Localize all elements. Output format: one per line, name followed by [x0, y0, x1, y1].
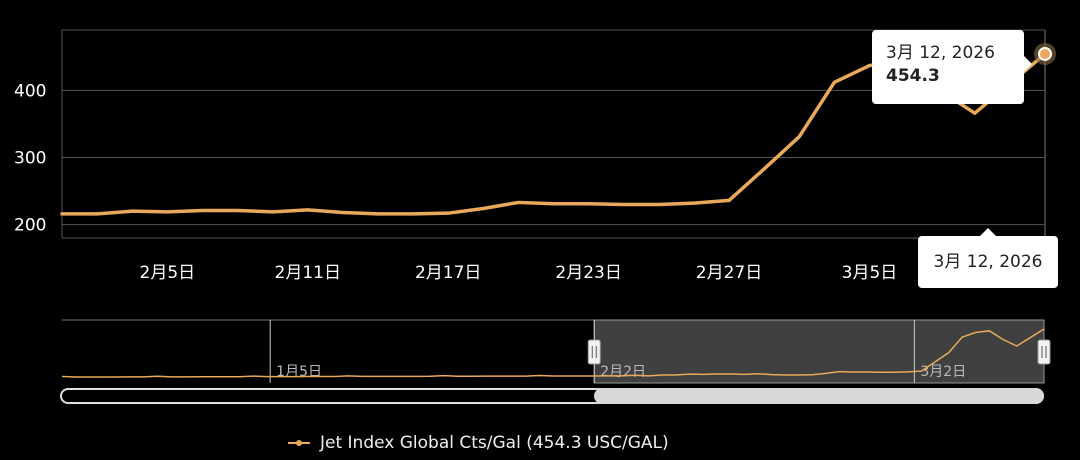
- handle-body: [587, 339, 601, 365]
- crosshair-x-label: 3月 12, 2026: [918, 228, 1058, 288]
- x-tick-label: 2月17日: [415, 263, 481, 283]
- x-axis-ticks: 2月5日 2月11日 2月17日 2月23日 2月27日 3月5日: [140, 263, 898, 283]
- y-tick-label: 400: [14, 81, 46, 101]
- x-tick-label: 2月23日: [555, 263, 621, 283]
- data-point: [411, 212, 415, 216]
- data-point: [446, 211, 450, 215]
- data-point: [552, 202, 555, 206]
- data-point: [376, 212, 380, 216]
- legend-item[interactable]: Jet Index Global Cts/Gal (454.3 USC/GAL): [288, 430, 669, 456]
- data-point: [341, 211, 345, 215]
- data-point: [271, 210, 275, 214]
- data-point: [797, 135, 801, 139]
- data-point: [165, 210, 169, 214]
- data-point: [236, 208, 240, 212]
- data-point: [762, 167, 766, 171]
- navigator-label: 2月2日: [600, 364, 646, 380]
- data-point: [95, 212, 99, 216]
- scrollbar-thumb[interactable]: [594, 388, 1044, 404]
- data-point: [200, 208, 204, 212]
- data-tooltip: 3月 12, 2026 454.3: [872, 30, 1032, 104]
- data-point: [587, 202, 591, 206]
- legend-line-icon: [288, 437, 310, 449]
- data-point: [60, 212, 64, 216]
- data-point: [832, 80, 836, 84]
- navigator-left-handle[interactable]: [587, 339, 601, 365]
- navigator-series: [61, 328, 1045, 378]
- data-point: [692, 201, 696, 205]
- data-point: [973, 111, 977, 115]
- y-axis-ticks: 200 300 400: [14, 81, 46, 235]
- data-point: [306, 208, 310, 212]
- tooltip-value: 454.3: [886, 66, 940, 86]
- data-point: [481, 206, 485, 210]
- y-tick-label: 200: [14, 216, 46, 236]
- x-tick-label: 2月27日: [696, 263, 762, 283]
- navigator-right-handle[interactable]: [1037, 339, 1051, 365]
- navigator-label: 3月2日: [920, 364, 966, 380]
- navigator-label: 1月5日: [276, 364, 322, 380]
- navigator[interactable]: 1月5日 2月2日 3月2日: [61, 319, 1051, 384]
- y-tick-label: 300: [14, 148, 46, 168]
- data-point: [867, 64, 871, 68]
- tooltip-date: 3月 12, 2026: [886, 43, 995, 63]
- x-tick-label: 2月11日: [275, 263, 341, 283]
- x-tick-label: 2月5日: [140, 263, 196, 283]
- data-point: [516, 200, 520, 204]
- hover-point: [1038, 46, 1052, 61]
- data-point: [727, 198, 731, 202]
- navigator-selection: [593, 319, 1045, 384]
- handle-body: [1037, 339, 1051, 365]
- legend-label: Jet Index Global Cts/Gal (454.3 USC/GAL): [320, 433, 669, 453]
- data-point: [657, 202, 661, 206]
- data-point: [622, 202, 626, 206]
- x-tick-label: 3月5日: [842, 263, 898, 283]
- data-point: [130, 209, 134, 213]
